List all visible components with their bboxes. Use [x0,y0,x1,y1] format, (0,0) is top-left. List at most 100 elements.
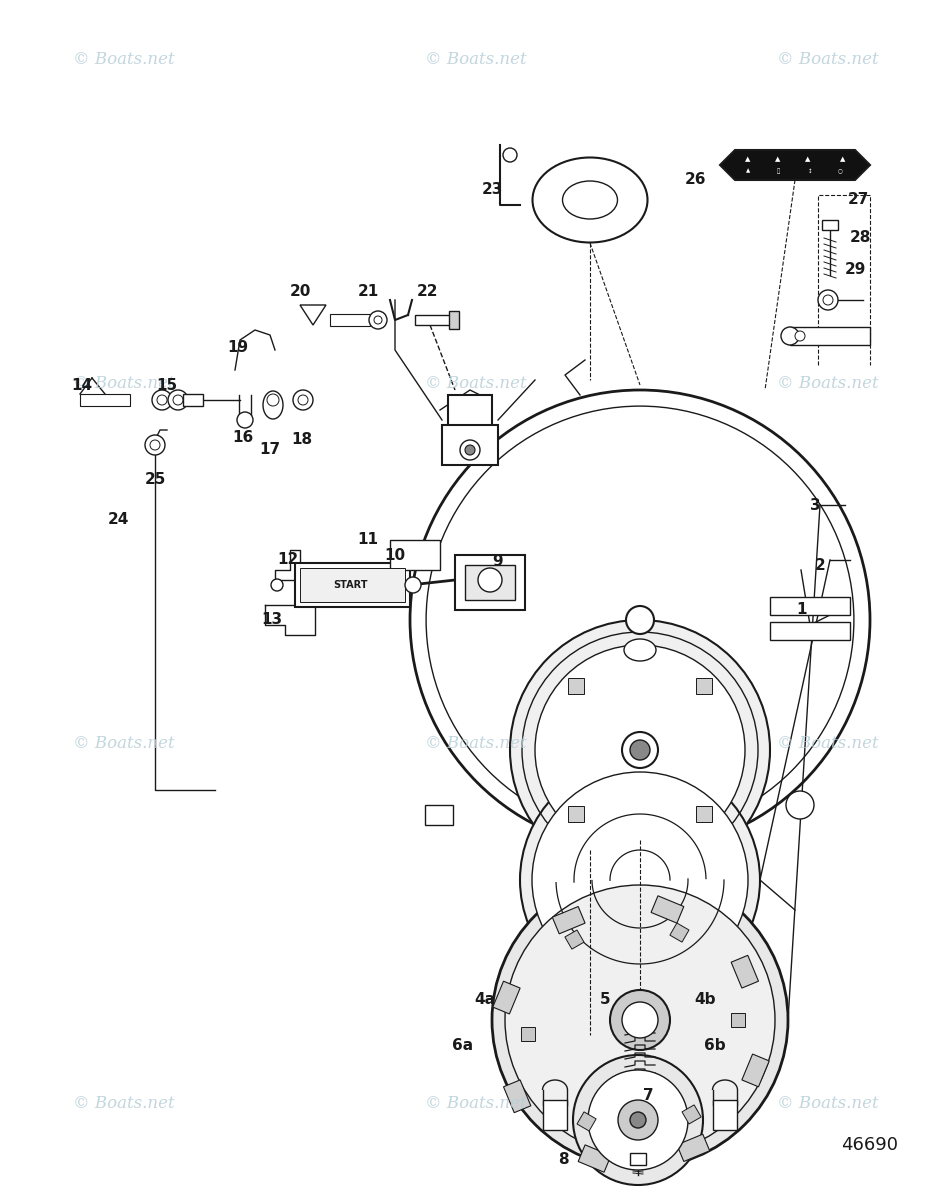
Circle shape [237,412,253,428]
Text: ▲: ▲ [745,156,751,162]
Text: 28: 28 [849,230,871,246]
Bar [465,565,515,600]
Text: 12: 12 [277,552,299,568]
Text: ▲: ▲ [841,156,845,162]
Text: © Boats.net: © Boats.net [778,376,879,392]
Text: 6b: 6b [704,1038,725,1052]
Circle shape [520,760,760,1000]
Text: ▲: ▲ [745,168,750,174]
Circle shape [157,395,167,404]
Text: 8: 8 [558,1152,568,1168]
Text: 5: 5 [600,992,610,1008]
Bar [543,1100,567,1130]
Bar [770,622,850,640]
Text: 27: 27 [847,192,868,208]
Text: 14: 14 [71,378,92,392]
Text: 2: 2 [815,558,825,572]
Text: 3: 3 [810,498,821,512]
Text: © Boats.net: © Boats.net [778,1096,879,1112]
Bar [568,678,585,695]
Text: 10: 10 [385,547,406,563]
Circle shape [465,445,475,455]
Text: © Boats.net: © Boats.net [73,376,174,392]
Circle shape [573,1055,703,1186]
Text: © Boats.net: © Boats.net [73,736,174,752]
Circle shape [510,620,770,880]
Bar [713,1100,737,1130]
Text: © Boats.net: © Boats.net [426,52,526,68]
Bar [300,568,405,602]
Circle shape [622,732,658,768]
Text: 21: 21 [357,284,379,300]
Bar [682,1105,701,1124]
Circle shape [626,606,654,634]
Bar [565,930,584,949]
Bar [449,311,459,329]
Circle shape [823,295,833,305]
Text: © Boats.net: © Boats.net [73,52,174,68]
Circle shape [150,440,160,450]
Circle shape [630,740,650,760]
Text: 19: 19 [228,341,248,355]
Text: © Boats.net: © Boats.net [426,736,526,752]
Bar [731,1013,745,1027]
Circle shape [271,578,283,590]
Circle shape [818,290,838,310]
Circle shape [588,1070,688,1170]
Bar [696,805,712,822]
Circle shape [145,434,165,455]
Text: ▲: ▲ [805,156,811,162]
Text: © Boats.net: © Boats.net [426,376,526,392]
Ellipse shape [624,638,656,661]
Text: 15: 15 [156,378,178,392]
Text: 17: 17 [260,443,281,457]
Circle shape [535,646,745,854]
Bar [80,394,130,406]
Circle shape [618,1100,658,1140]
Text: 18: 18 [291,432,312,448]
Text: ↕: ↕ [807,168,812,174]
Text: 11: 11 [358,533,379,547]
Circle shape [369,311,387,329]
Circle shape [152,390,172,410]
Bar [577,1112,596,1130]
Circle shape [173,395,183,404]
Bar [330,314,370,326]
Bar [448,395,492,430]
Circle shape [168,390,188,410]
Ellipse shape [563,181,618,218]
Ellipse shape [532,157,647,242]
Text: 22: 22 [416,284,438,300]
Bar [742,1054,769,1087]
Text: 9: 9 [493,554,504,570]
Bar [731,955,759,988]
Text: © Boats.net: © Boats.net [73,1096,174,1112]
Circle shape [298,395,308,404]
Text: ▲: ▲ [775,156,781,162]
Bar [504,1080,531,1112]
Circle shape [410,390,870,850]
Circle shape [795,331,805,341]
Circle shape [503,148,517,162]
Bar [651,895,684,923]
Text: 29: 29 [844,263,865,277]
Text: © Boats.net: © Boats.net [778,52,879,68]
Circle shape [610,990,670,1050]
Text: 6a: 6a [452,1038,473,1052]
Bar [822,220,838,230]
Circle shape [293,390,313,410]
Text: 23: 23 [482,182,503,198]
Text: 16: 16 [232,431,253,445]
Bar [455,554,525,610]
Bar [568,805,585,822]
Bar [521,1027,535,1040]
Circle shape [622,1002,658,1038]
Text: START: START [333,580,367,590]
Text: © Boats.net: © Boats.net [426,1096,526,1112]
Circle shape [630,1112,646,1128]
Bar [552,906,585,934]
Circle shape [786,791,814,818]
Circle shape [374,316,382,324]
Bar [183,394,203,406]
Bar [425,805,453,826]
